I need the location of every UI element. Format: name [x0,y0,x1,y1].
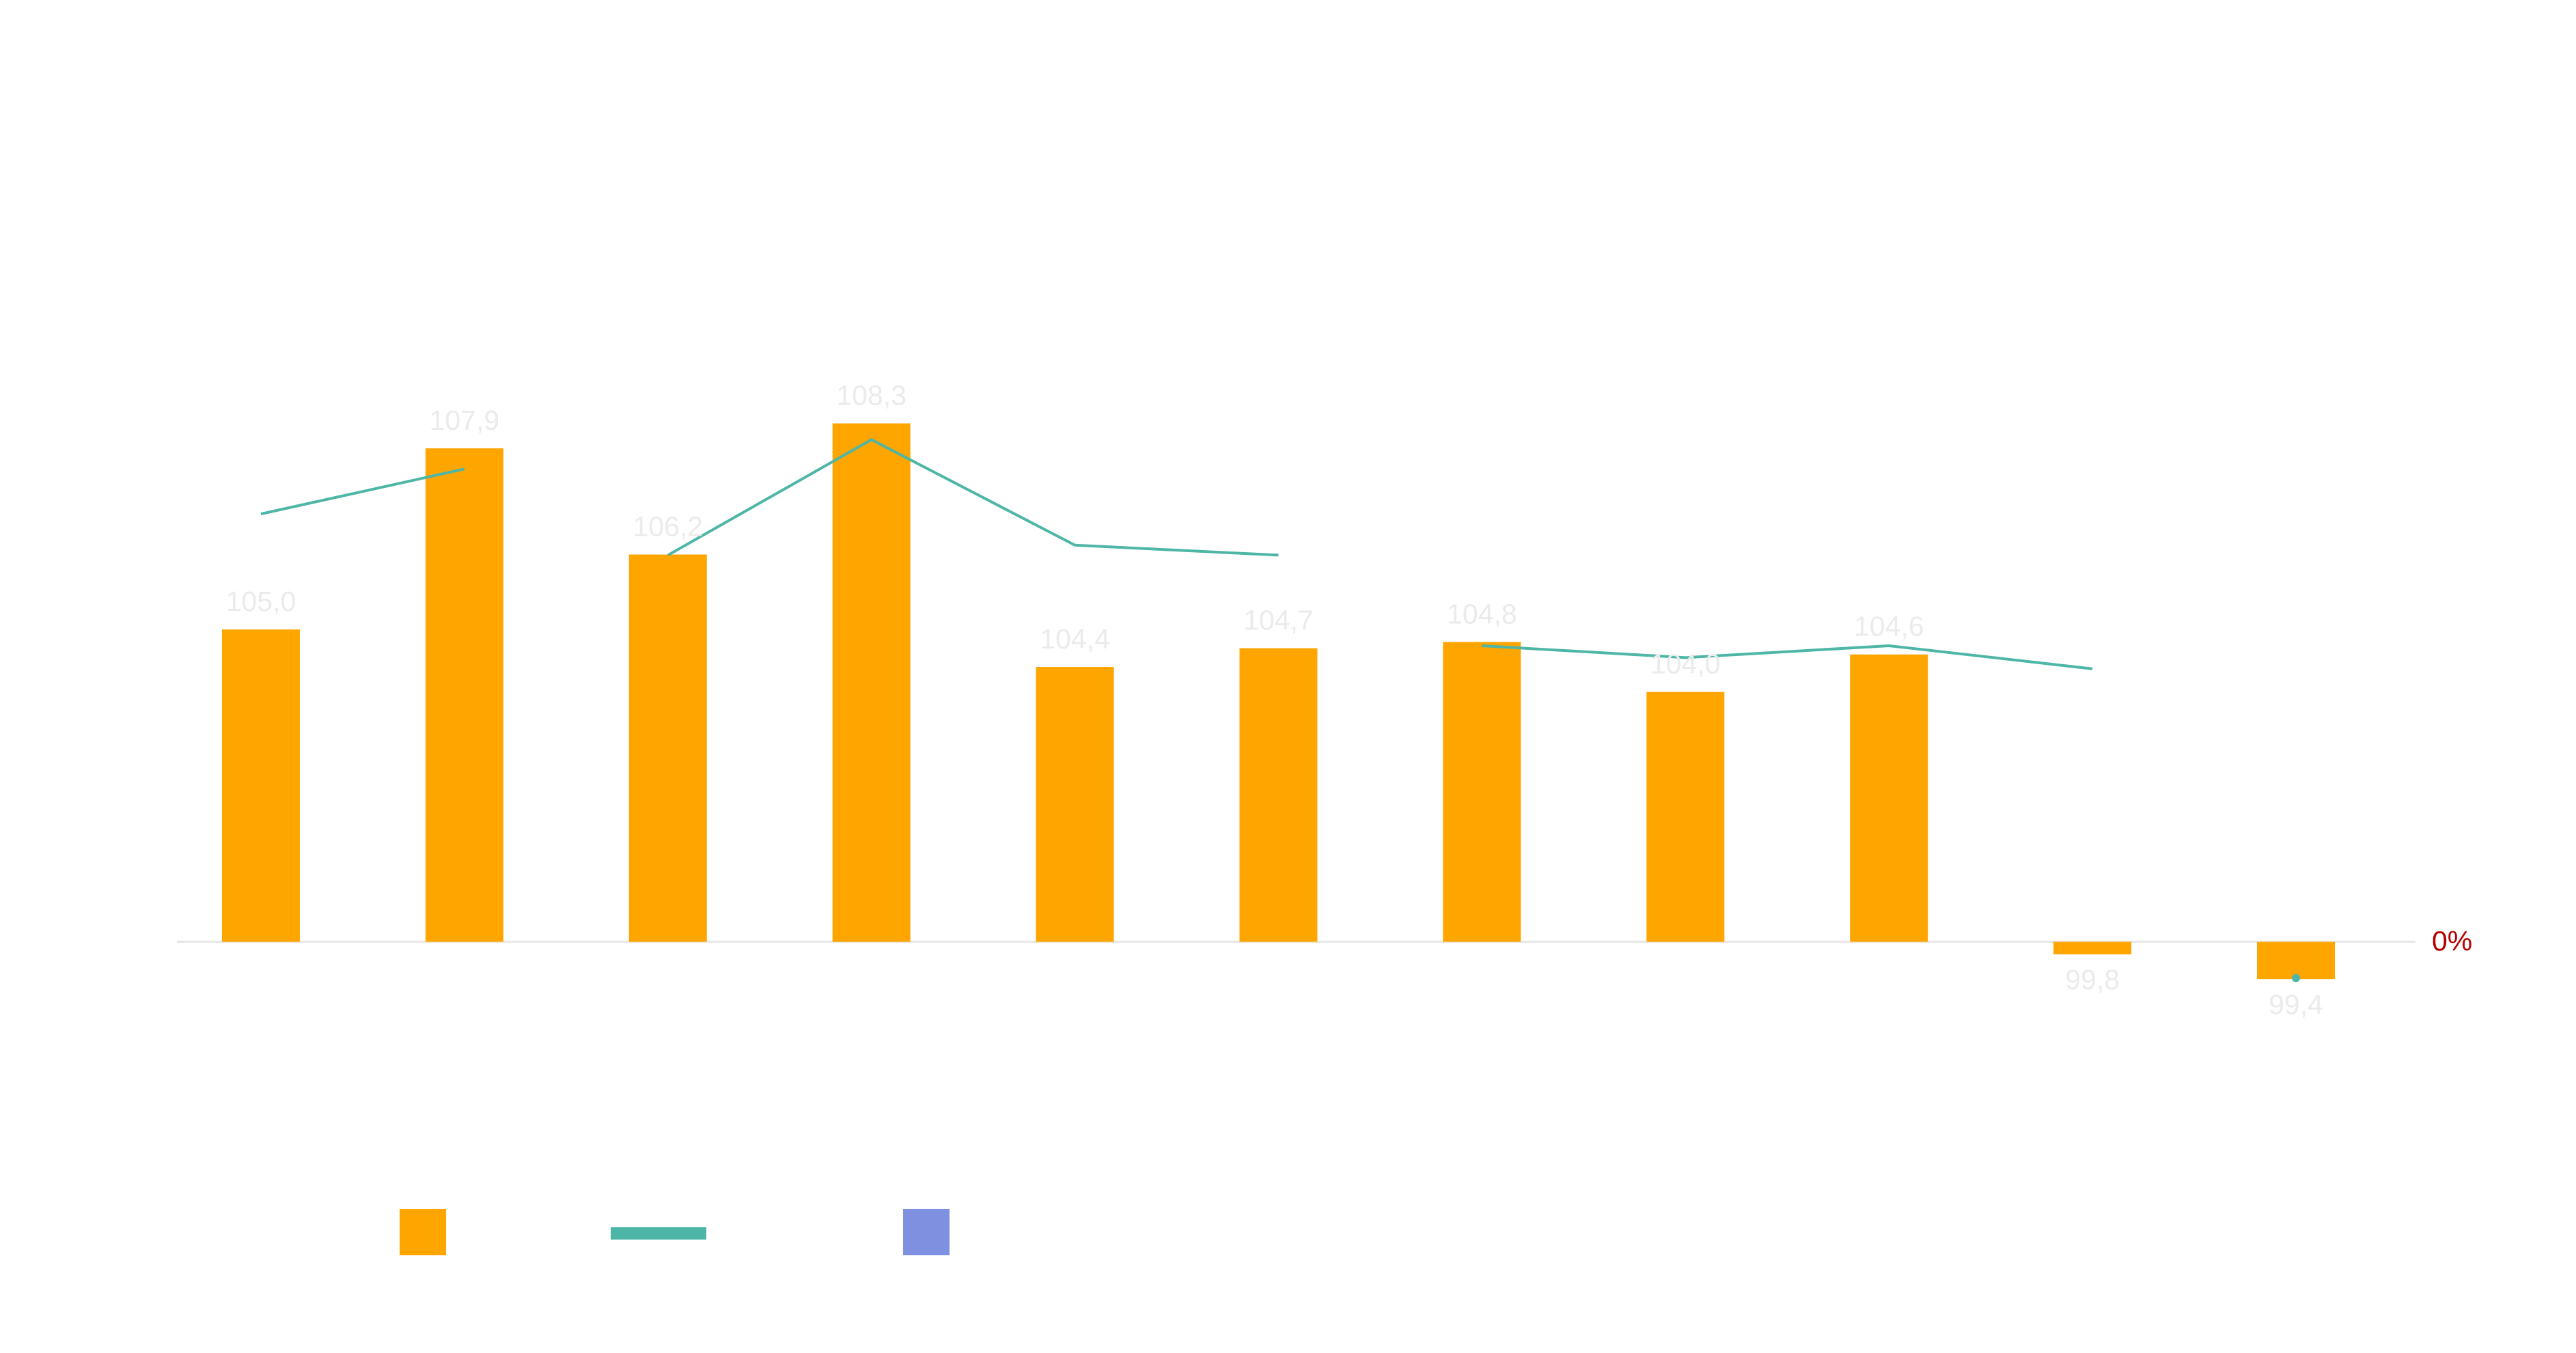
bar [221,629,300,942]
bar [1036,667,1114,942]
bar [1850,654,1928,942]
data-label: 106,2 [633,510,703,542]
data-label: 104,4 [1040,623,1110,655]
data-label: 104,6 [1854,611,1924,642]
data-label: 99,4 [2269,989,2323,1020]
data-label: 105,0 [226,586,296,617]
line [260,467,465,516]
bar [425,448,503,942]
legend-swatch [400,1209,446,1255]
bar [2257,942,2336,980]
line [1482,644,2093,670]
bar [2053,942,2132,955]
bar [1443,642,1521,942]
data-label: 104,0 [1650,648,1721,679]
bar [1239,648,1318,942]
bar [1646,692,1725,942]
data-label: 108,3 [836,379,906,411]
data-label: 99,8 [2065,964,2120,995]
line [667,438,1279,557]
bar [628,554,707,942]
data-label: 104,8 [1447,598,1517,629]
data-label: 107,9 [430,405,500,436]
y-tick-label: 0% [2432,925,2472,957]
line-point [2292,974,2301,983]
data-label: 104,7 [1243,604,1314,636]
bar [832,423,911,942]
legend-swatch [611,1227,706,1240]
legend-swatch [903,1209,950,1255]
